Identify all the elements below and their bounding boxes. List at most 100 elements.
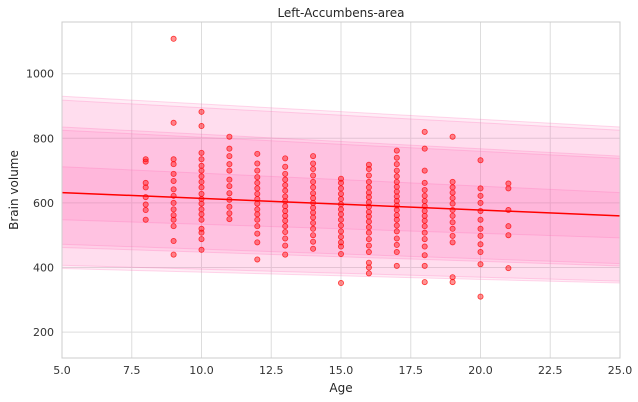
data-point [226, 153, 233, 160]
data-point [449, 133, 456, 140]
data-point [365, 194, 372, 201]
data-point [365, 172, 372, 179]
data-point [365, 229, 372, 236]
data-point [449, 195, 456, 202]
data-point [310, 178, 317, 185]
data-point [365, 208, 372, 215]
y-tick-label: 800 [33, 132, 54, 145]
data-point [449, 232, 456, 239]
data-point [449, 200, 456, 207]
data-point [393, 154, 400, 161]
data-point [337, 179, 344, 186]
data-point [477, 249, 484, 256]
y-tick-label: 400 [33, 262, 54, 275]
data-point [254, 150, 261, 157]
data-point [337, 175, 344, 182]
data-point [282, 203, 289, 210]
data-point [449, 184, 456, 191]
data-point [254, 223, 261, 230]
data-point [505, 265, 512, 272]
data-point [365, 236, 372, 243]
data-point [477, 225, 484, 232]
data-point [365, 259, 372, 266]
data-point [198, 162, 205, 169]
data-point [421, 262, 428, 269]
data-point [505, 223, 512, 230]
data-point [170, 223, 177, 230]
plot-frame [61, 21, 621, 359]
data-point [365, 270, 372, 277]
data-point [421, 167, 428, 174]
data-point [142, 156, 149, 163]
data-point [365, 189, 372, 196]
data-point [170, 186, 177, 193]
data-point [198, 178, 205, 185]
data-point [282, 182, 289, 189]
data-point [337, 190, 344, 197]
data-point [421, 179, 428, 186]
data-point [337, 280, 344, 287]
x-tick-label: 22.5 [538, 364, 563, 377]
data-point [421, 145, 428, 152]
data-point [337, 216, 344, 223]
data-point [254, 174, 261, 181]
data-point [282, 207, 289, 214]
data-point [254, 185, 261, 192]
data-point [226, 216, 233, 223]
data-point [337, 243, 344, 250]
data-point [226, 161, 233, 168]
data-point [393, 249, 400, 256]
data-point [282, 228, 289, 235]
data-point [310, 172, 317, 179]
data-point [310, 232, 317, 239]
data-point [337, 185, 344, 192]
data-point [198, 123, 205, 130]
data-point [393, 212, 400, 219]
data-point [337, 206, 344, 213]
data-point [170, 251, 177, 258]
data-point [282, 242, 289, 249]
data-point [393, 207, 400, 214]
data-point [477, 185, 484, 192]
data-point [365, 264, 372, 271]
data-point [198, 167, 205, 174]
data-points [142, 35, 512, 300]
data-point [421, 128, 428, 135]
y-tick-label: 600 [33, 197, 54, 210]
data-point [198, 216, 205, 223]
data-point [393, 235, 400, 242]
data-point [170, 35, 177, 42]
data-point [449, 239, 456, 246]
data-point [337, 222, 344, 229]
data-point [226, 176, 233, 183]
data-point [226, 167, 233, 174]
data-point [449, 189, 456, 196]
data-point [449, 212, 456, 219]
data-point [477, 232, 484, 239]
data-point [226, 190, 233, 197]
data-point [393, 178, 400, 185]
data-point [505, 180, 512, 187]
data-point [170, 177, 177, 184]
data-point [254, 239, 261, 246]
x-tick-label: 17.5 [399, 364, 424, 377]
data-point [449, 219, 456, 226]
data-point [254, 230, 261, 237]
data-point [421, 236, 428, 243]
data-point [142, 184, 149, 191]
data-point [477, 261, 484, 268]
data-point [198, 184, 205, 191]
data-point [198, 149, 205, 156]
data-point [170, 206, 177, 213]
data-point [226, 183, 233, 190]
data-point [310, 184, 317, 191]
data-point [226, 145, 233, 152]
data-point [449, 225, 456, 232]
data-point [226, 133, 233, 140]
data-point [393, 241, 400, 248]
data-point [337, 239, 344, 246]
data-point [282, 212, 289, 219]
data-point [477, 207, 484, 214]
data-point [170, 161, 177, 168]
data-point [142, 179, 149, 186]
